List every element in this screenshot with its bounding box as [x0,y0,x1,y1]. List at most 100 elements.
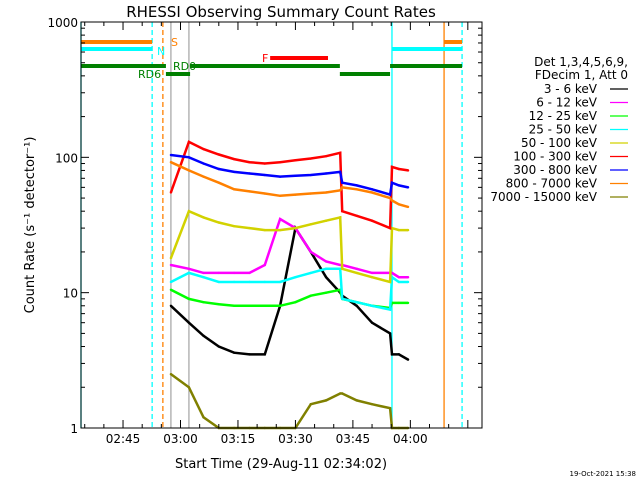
data-point [263,228,266,232]
data-point [187,321,191,324]
x-axis-label: Start Time (29-Aug-11 02:34:02) [175,457,387,472]
data-point [324,399,328,402]
data-point [397,280,401,284]
data-point [169,263,173,267]
data-point [397,167,401,171]
data-point [339,392,342,395]
series-line [170,373,409,430]
data-point [339,267,342,271]
data-point [278,161,282,164]
data-point [217,181,221,184]
series-line [169,140,409,230]
data-point [217,280,221,284]
data-point [355,399,358,402]
data-point [309,192,312,195]
data-point [187,297,191,301]
data-point [324,291,328,294]
data-point [406,169,410,172]
data-point [309,223,312,226]
data-point [169,153,173,157]
data-point [217,303,221,306]
data-point [370,188,374,191]
data-point [232,304,236,307]
data-point [187,271,191,275]
flag-label: RD6 [138,68,161,81]
data-point [217,271,221,275]
flag-label: RD0 [173,60,196,73]
data-point [406,358,410,361]
data-point [370,271,374,275]
data-point [248,280,251,284]
legend-label: 7000 - 15000 keV [490,190,597,204]
data-point [324,276,328,279]
data-point [248,226,251,230]
data-point [169,372,173,376]
data-point [169,280,173,284]
flag-label: F [262,52,268,65]
data-point [248,353,251,356]
data-point [187,209,191,213]
data-point [278,194,282,197]
data-point [355,184,358,187]
data-point [340,209,344,213]
data-point [324,154,328,158]
data-point [339,151,342,155]
data-point [397,301,401,305]
data-point [169,288,173,291]
data-point [340,297,344,301]
y-tick-label: 100 [55,151,78,165]
data-point [370,191,374,194]
data-point [339,170,342,174]
data-point [339,216,342,219]
data-point [263,162,266,165]
data-point [169,161,173,164]
data-point [202,147,205,151]
data-point [309,173,312,177]
data-point [340,186,344,189]
data-point [202,416,205,419]
data-point [309,157,312,160]
data-point [232,170,236,174]
data-point [309,250,312,254]
data-point [406,301,410,305]
data-point [232,280,236,284]
data-point [309,294,312,297]
x-tick-label: 03:30 [278,432,313,446]
data-point [294,301,297,304]
data-point [355,271,358,275]
data-point [248,190,251,193]
series-line [170,224,409,361]
data-point [263,353,266,356]
x-tick-label: 02:45 [106,432,141,446]
data-point [278,280,282,284]
data-point [248,271,251,275]
data-point [187,156,191,159]
data-point [294,226,297,230]
data-point [278,175,282,178]
data-point [278,217,282,221]
data-point [388,308,392,311]
data-point [309,271,312,275]
data-point [370,276,374,279]
data-point [406,186,410,189]
data-point [355,267,358,271]
legend-label: 3 - 6 keV [544,82,598,96]
data-point [263,173,266,177]
data-point [390,181,394,184]
data-point [232,271,236,275]
data-point [406,280,410,284]
data-point [397,184,401,187]
x-tick-label: 04:00 [393,432,428,446]
data-point [388,280,392,284]
legend-label: 800 - 7000 keV [506,177,598,191]
data-point [390,199,394,202]
data-point [202,276,205,279]
data-point [217,153,221,156]
data-point [232,351,236,354]
legend-label: 100 - 300 keV [513,150,597,164]
data-point [294,174,297,178]
data-point [187,140,191,144]
data-point [263,304,266,307]
data-point [248,304,251,307]
data-point [202,216,205,219]
